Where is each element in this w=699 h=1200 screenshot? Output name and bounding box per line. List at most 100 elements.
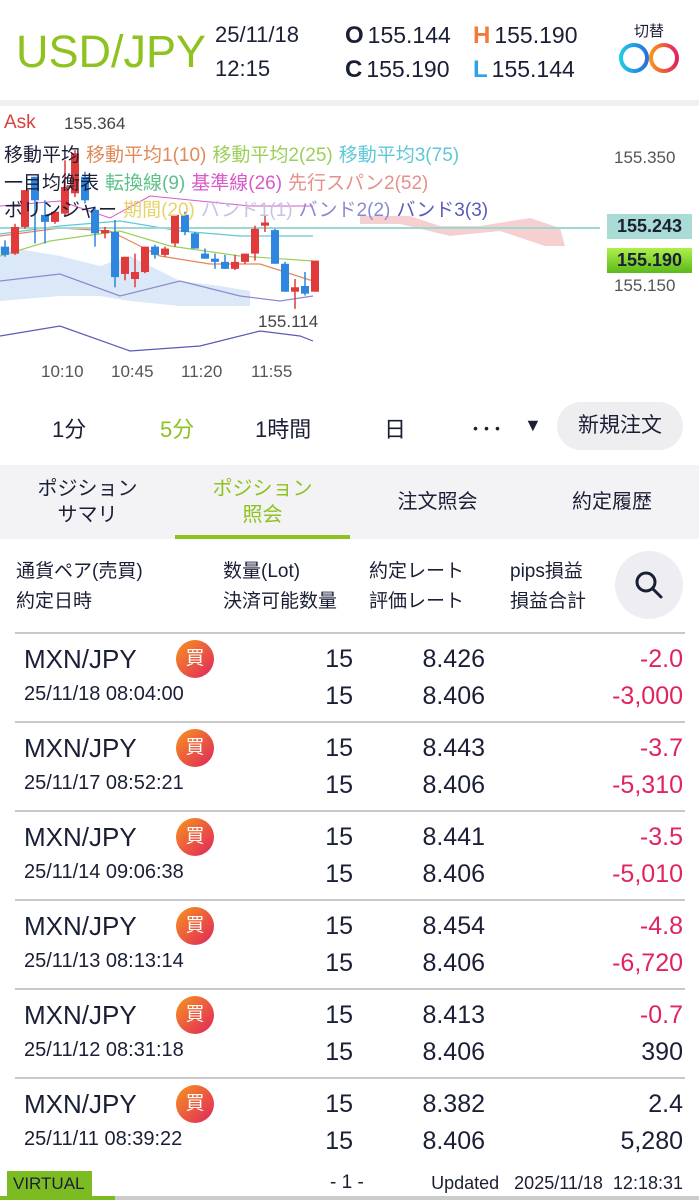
candle-body	[161, 248, 169, 255]
execution-datetime: 25/11/12 08:31:18	[24, 1039, 184, 1061]
legend-item: バンド2(2)	[298, 200, 391, 221]
buy-side-badge: 買	[176, 818, 214, 856]
buy-side-badge: 買	[176, 1085, 214, 1123]
legend-item: 先行スパン2(52)	[288, 173, 429, 194]
evaluation-rate: 8.406	[422, 771, 485, 799]
legend-ichimoku-label: 一目均衡表	[4, 173, 100, 194]
quantity: 15	[325, 912, 353, 940]
high-price: H 155.190	[473, 22, 577, 50]
available-quantity: 15	[325, 1127, 353, 1155]
quantity: 15	[325, 1090, 353, 1118]
row-divider	[15, 988, 685, 990]
switch-button[interactable]: 切替	[614, 20, 684, 80]
evaluation-rate: 8.406	[422, 949, 485, 977]
pips-pl: 2.4	[648, 1090, 683, 1118]
kijun-line	[0, 195, 313, 219]
timeframe-1min[interactable]: 1分	[52, 417, 87, 442]
candle-body	[251, 228, 259, 254]
low-value: 155.144	[491, 56, 575, 82]
table-row[interactable]: MXN/JPY 買 25/11/14 09:06:38 15 15 8.441 …	[0, 810, 699, 899]
legend-item: 移動平均2(25)	[212, 145, 333, 166]
row-divider	[15, 632, 685, 634]
symbol-title[interactable]: USD/JPY	[16, 26, 207, 77]
legend-item: 基準線(26)	[191, 173, 283, 194]
close-label: C	[345, 56, 363, 83]
price-chart[interactable]: Ask 155.364 移動平均 移動平均1(10) 移動平均2(25) 移動平均3(…	[0, 106, 699, 396]
tab-position-summary[interactable]: ポジション サマリ	[0, 465, 175, 539]
candle-body	[111, 232, 119, 278]
search-icon	[635, 571, 663, 599]
table-row[interactable]: MXN/JPY 買 25/11/12 08:31:18 15 15 8.413 …	[0, 988, 699, 1077]
open-label: O	[345, 22, 364, 49]
refresh-progress-bar	[0, 1196, 699, 1200]
tab-label: ポジション	[37, 478, 138, 500]
more-timeframes-button[interactable]: ･･･	[470, 417, 504, 442]
search-button[interactable]	[615, 551, 683, 619]
legend-ma-label: 移動平均	[4, 145, 81, 166]
legend-ma: 移動平均 移動平均1(10) 移動平均2(25) 移動平均3(75)	[4, 140, 465, 167]
candle-body	[41, 214, 49, 222]
candle-body	[141, 246, 149, 273]
column-header: 約定日時	[16, 591, 93, 612]
execution-datetime: 25/11/13 08:13:14	[24, 950, 184, 972]
pips-pl: -0.7	[639, 1001, 683, 1029]
candle-body	[241, 253, 249, 262]
open-value: 155.144	[367, 22, 451, 48]
execution-rate: 8.454	[422, 912, 485, 940]
execution-rate: 8.443	[422, 734, 485, 762]
execution-rate: 8.441	[422, 823, 485, 851]
candle-body	[11, 226, 19, 254]
candle-body	[171, 214, 179, 244]
available-quantity: 15	[325, 860, 353, 888]
tab-label: サマリ	[57, 504, 118, 526]
candle-body	[1, 246, 9, 255]
column-header: 数量(Lot)	[223, 561, 301, 582]
candle-body	[301, 286, 309, 294]
low-marker: 155.114	[258, 312, 319, 331]
table-row[interactable]: MXN/JPY 買 25/11/11 08:39:22 15 15 8.382 …	[0, 1077, 699, 1166]
virtual-mode-badge: VIRTUAL	[7, 1171, 92, 1196]
currency-pair: MXN/JPY	[24, 733, 137, 763]
timeframe-bar: 1分 5分 1時間 日 ･･･ ▼ 新規注文	[0, 400, 699, 456]
table-row[interactable]: MXN/JPY 買 25/11/17 08:52:21 15 15 8.443 …	[0, 721, 699, 810]
total-pl: -5,010	[612, 860, 683, 888]
progress-fill	[0, 1196, 116, 1200]
timeframe-day[interactable]: 日	[384, 417, 407, 442]
close-value: 155.190	[366, 56, 450, 82]
tab-execution-history[interactable]: 約定履歴	[572, 491, 652, 513]
price-type-label: Ask	[4, 112, 36, 133]
currency-pair: MXN/JPY	[24, 1000, 137, 1030]
available-quantity: 15	[325, 1038, 353, 1066]
quote-date: 25/11/18	[215, 22, 300, 47]
chevron-down-icon[interactable]: ▼	[524, 415, 542, 435]
quantity: 15	[325, 645, 353, 673]
time-tick: 10:10	[41, 362, 84, 381]
tab-position-inquiry[interactable]: ポジション 照会	[175, 465, 350, 539]
switch-label: 切替	[633, 23, 664, 40]
double-ring-icon	[619, 43, 679, 73]
candle-body	[151, 246, 159, 255]
evaluation-rate: 8.406	[422, 860, 485, 888]
tab-bar: ポジションサマリ ポジション 照会 注文照会 約定履歴	[0, 465, 699, 539]
pips-pl: -3.7	[639, 734, 683, 762]
open-price: O 155.144	[345, 22, 451, 50]
total-pl: -3,000	[612, 682, 683, 710]
buy-side-badge: 買	[176, 640, 214, 678]
candle-body	[201, 253, 209, 259]
high-label: H	[473, 22, 491, 49]
low-label: L	[473, 56, 488, 83]
row-divider	[15, 810, 685, 812]
timeframe-1hour[interactable]: 1時間	[255, 417, 312, 442]
active-tab-indicator	[175, 535, 350, 539]
updated-label: Updated	[431, 1173, 500, 1193]
timeframe-5min[interactable]: 5分	[160, 417, 195, 442]
available-quantity: 15	[325, 771, 353, 799]
new-order-button[interactable]: 新規注文	[557, 402, 683, 450]
execution-datetime: 25/11/18 08:04:00	[24, 683, 184, 705]
execution-rate: 8.382	[422, 1090, 485, 1118]
table-row[interactable]: MXN/JPY 買 25/11/18 08:04:00 15 15 8.426 …	[0, 632, 699, 721]
time-tick: 10:45	[111, 362, 154, 381]
candle-body	[51, 211, 59, 222]
table-row[interactable]: MXN/JPY 買 25/11/13 08:13:14 15 15 8.454 …	[0, 899, 699, 988]
tab-order-inquiry[interactable]: 注文照会	[397, 491, 478, 513]
